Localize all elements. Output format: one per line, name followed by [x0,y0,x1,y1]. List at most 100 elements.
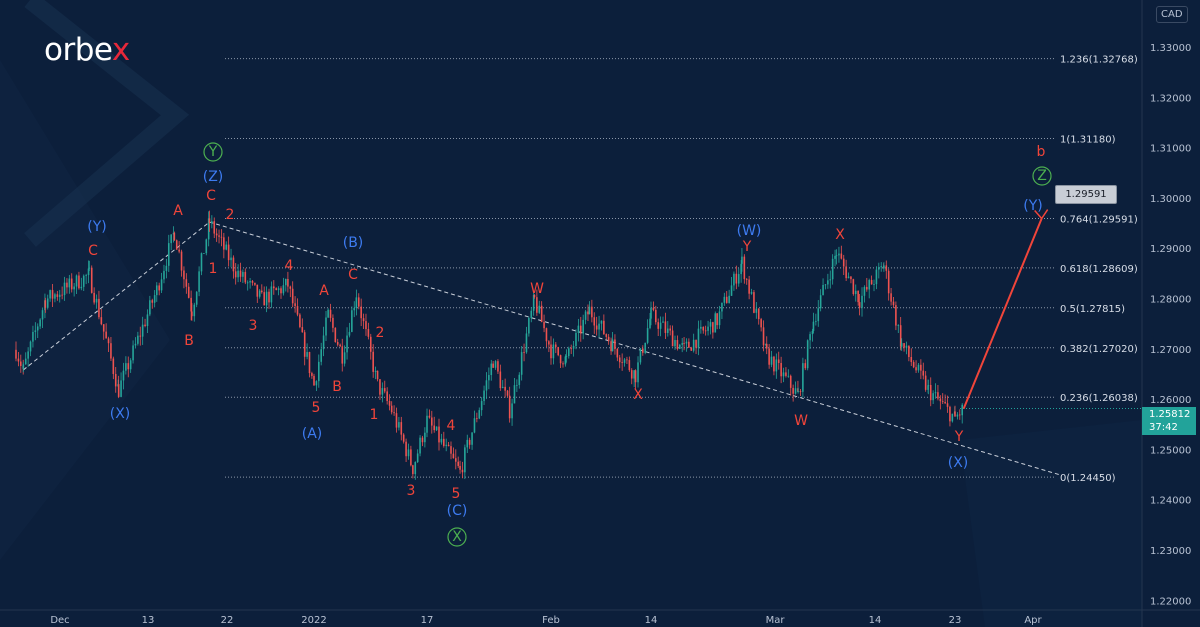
candle [903,343,905,348]
price-axis[interactable]: 1.33000 1.32000 1.31000 1.30000 1.29000 1.280… [1150,43,1191,607]
wave-label: (A) [302,426,323,442]
candle [275,288,277,290]
candle [603,320,605,335]
candle [476,418,478,420]
wave-label: X [835,227,845,243]
candle [657,322,659,329]
time-axis[interactable]: Dec 13 22 2022 17 Feb 14 Mar 14 23 Apr [50,615,1042,626]
candle [270,286,273,303]
candle [407,449,410,457]
candle [22,364,25,369]
candle [614,339,616,349]
candle [46,298,49,308]
candle [355,297,358,309]
candle [445,444,447,446]
candle [685,341,688,344]
candle [497,361,499,372]
wave-label: X [452,529,462,545]
candle [737,274,740,284]
candle [90,267,93,293]
candle [511,403,513,419]
candle [419,437,421,454]
price-tick-label: 1.27000 [1150,345,1191,356]
candle [834,255,836,259]
candle [579,325,582,334]
currency-label[interactable]: CAD [1156,6,1188,23]
candle [237,270,239,278]
candle [308,352,311,374]
candle [173,232,176,241]
price-tick-label: 1.24000 [1150,496,1191,507]
candle [398,422,400,428]
candle [845,266,847,279]
candle [263,292,265,306]
candle [395,413,398,428]
projection-arrow [962,218,1043,410]
candle [153,295,156,303]
orbex-logo: orbex [44,32,130,68]
candles [15,210,963,480]
candle [809,334,811,341]
candle [144,324,146,326]
candle [313,375,315,386]
candle [447,444,450,447]
candle [714,313,717,333]
candle [180,251,183,271]
candle [471,432,473,445]
candle [723,296,726,303]
candle [93,292,95,303]
wave-label: 2 [226,207,235,223]
candle [785,372,787,376]
candle [740,263,742,275]
candle [473,418,476,433]
candle [520,352,523,375]
candle [151,300,154,303]
candle [616,348,619,358]
candle [775,359,778,372]
candle [557,346,559,356]
candle [336,342,339,345]
fib-level-label: 0.618(1.28609) [1060,264,1138,275]
candle [572,345,575,349]
wave-label: 1 [209,261,218,277]
candle [20,361,22,366]
candle [523,352,525,353]
candle [827,280,829,285]
candle [414,462,417,475]
wave-label: (Y) [1023,198,1042,214]
candle [320,349,322,362]
candle [303,332,306,357]
candle [735,273,738,284]
candle [178,249,180,252]
candle [538,305,541,313]
candle [633,370,635,379]
candle [518,374,521,385]
candle [605,334,608,337]
price-tick-label: 1.30000 [1150,194,1191,205]
wave-label-circle [1032,166,1052,186]
candle [34,330,37,332]
candle [56,294,59,297]
candle [433,425,435,431]
wave-label: Y [742,239,752,255]
candle [910,357,913,363]
candle [234,271,237,278]
wave-label: (W) [737,223,762,239]
wave-label: 4 [447,418,456,434]
candle [66,282,68,288]
candle [268,291,270,303]
candle [207,218,210,240]
candle [388,401,391,406]
candle [299,314,301,328]
wave-label: (B) [343,235,364,251]
candle [623,359,626,363]
candle [768,348,770,365]
candle [702,326,705,331]
candle [68,278,71,288]
candle [155,285,158,296]
candle [461,469,464,473]
candle [325,317,327,336]
wave-label: (Z) [203,169,224,185]
candle [959,414,961,416]
